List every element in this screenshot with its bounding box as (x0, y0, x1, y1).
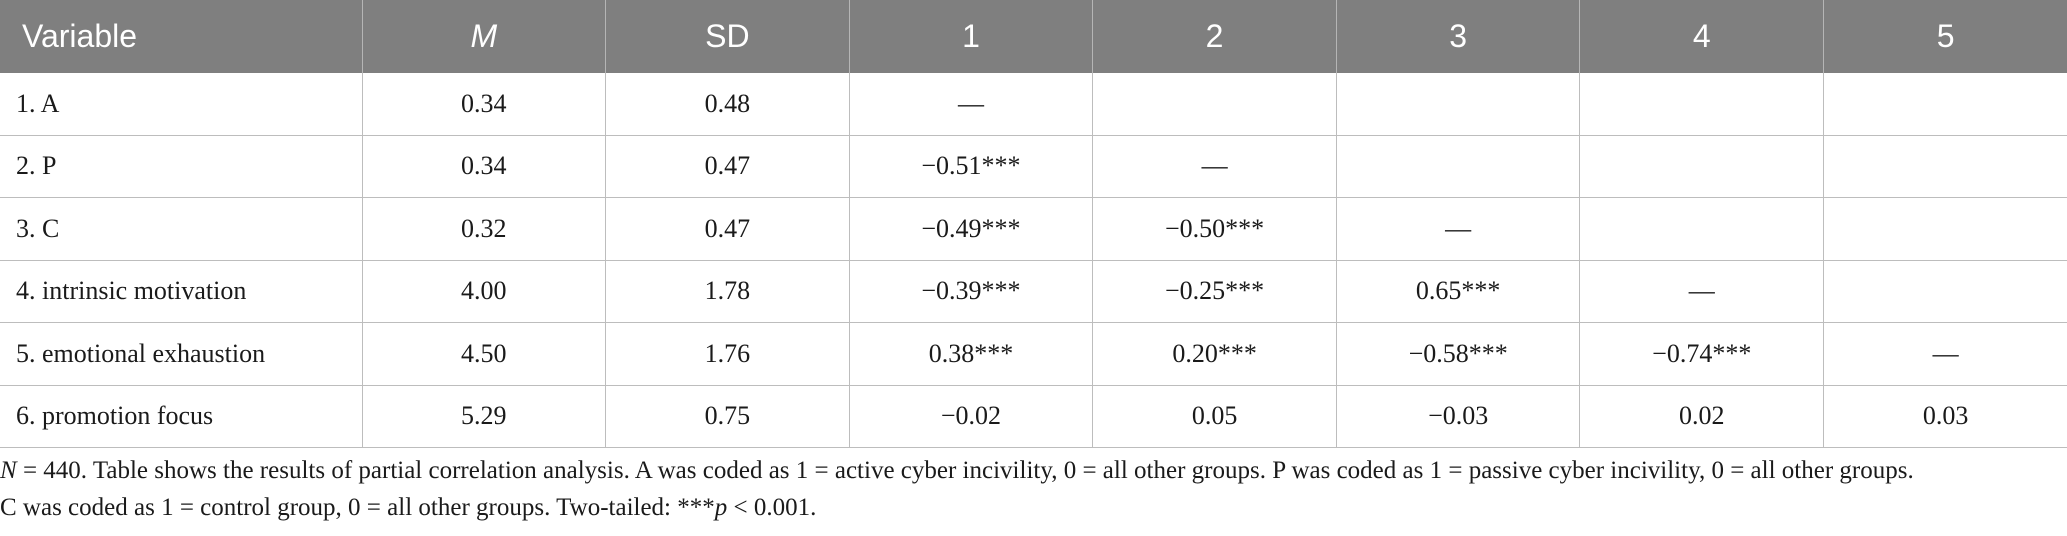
table-cell: — (849, 73, 1094, 136)
note-line-1-text: = 440. Table shows the results of partia… (16, 457, 1914, 484)
table-cell: 5.29 (362, 385, 607, 448)
table-cell: 1.76 (605, 322, 850, 386)
table-cell (1579, 197, 1825, 261)
table-header-row: Variable M SD 1 2 3 4 5 (0, 0, 2067, 73)
header-col-3: 3 (1336, 0, 1581, 73)
header-variable: Variable (0, 0, 363, 73)
table-cell: 0.20*** (1092, 322, 1337, 386)
table-cell: — (1579, 260, 1825, 323)
table-cell: 0.65*** (1336, 260, 1581, 323)
table-cell (1823, 73, 2067, 136)
correlation-table: Variable M SD 1 2 3 4 5 1. A 0.34 0.48 — (0, 0, 2067, 448)
note-n-label: N (0, 457, 17, 484)
table-cell: 0.47 (605, 197, 850, 261)
table-cell: 0.02 (1579, 385, 1825, 448)
table-cell (1823, 260, 2067, 323)
table-cell: 5. emotional exhaustion (0, 322, 363, 386)
note-line-2: C was coded as 1 = control group, 0 = al… (0, 489, 2060, 526)
table-cell (1823, 197, 2067, 261)
table-row: 4. intrinsic motivation 4.00 1.78 −0.39*… (0, 260, 2067, 323)
table-cell: 4.50 (362, 322, 607, 386)
header-col-5: 5 (1823, 0, 2067, 73)
table-cell: −0.58*** (1336, 322, 1581, 386)
table-cell (1579, 73, 1825, 136)
table-row: 2. P 0.34 0.47 −0.51*** — (0, 135, 2067, 198)
table-row: 3. C 0.32 0.47 −0.49*** −0.50*** — (0, 197, 2067, 261)
note-line-2-start: C was coded as 1 = control group, 0 = al… (0, 494, 715, 521)
table-cell (1092, 73, 1337, 136)
table-cell: 3. C (0, 197, 363, 261)
table-cell: −0.74*** (1579, 322, 1825, 386)
header-mean-label: M (470, 18, 498, 54)
header-sd: SD (605, 0, 850, 73)
table-cell: −0.02 (849, 385, 1094, 448)
table-cell (1823, 135, 2067, 198)
table-cell (1336, 135, 1581, 198)
table-cell: 0.32 (362, 197, 607, 261)
table-cell: 4. intrinsic motivation (0, 260, 363, 323)
table-cell: 0.03 (1823, 385, 2067, 448)
table-cell: — (1336, 197, 1581, 261)
table-cell: 1. A (0, 73, 363, 136)
table-cell: 2. P (0, 135, 363, 198)
table-cell: −0.25*** (1092, 260, 1337, 323)
table-cell: 0.75 (605, 385, 850, 448)
table-cell: −0.03 (1336, 385, 1581, 448)
table-cell: −0.39*** (849, 260, 1094, 323)
table-cell: 0.47 (605, 135, 850, 198)
correlation-table-container: Variable M SD 1 2 3 4 5 1. A 0.34 0.48 — (0, 0, 2067, 448)
table-cell: 1.78 (605, 260, 850, 323)
table-cell: 0.34 (362, 135, 607, 198)
table-cell: 4.00 (362, 260, 607, 323)
table-row: 1. A 0.34 0.48 — (0, 73, 2067, 136)
table-cell (1579, 135, 1825, 198)
table-cell: — (1092, 135, 1337, 198)
table-note: N = 440. Table shows the results of part… (0, 452, 2060, 526)
table-cell: −0.50*** (1092, 197, 1337, 261)
table-row: 6. promotion focus 5.29 0.75 −0.02 0.05 … (0, 385, 2067, 448)
header-mean: M (362, 0, 607, 73)
table-cell: 0.34 (362, 73, 607, 136)
header-col-4: 4 (1579, 0, 1825, 73)
table-cell: 6. promotion focus (0, 385, 363, 448)
table-cell: −0.51*** (849, 135, 1094, 198)
table-cell: 0.48 (605, 73, 850, 136)
table-cell: 0.38*** (849, 322, 1094, 386)
note-p-label: p (714, 494, 728, 521)
note-line-1: N = 440. Table shows the results of part… (0, 452, 2060, 489)
table-cell: 0.05 (1092, 385, 1337, 448)
note-line-2-end: < 0.001. (727, 494, 817, 521)
table-cell: −0.49*** (849, 197, 1094, 261)
table-row: 5. emotional exhaustion 4.50 1.76 0.38**… (0, 322, 2067, 386)
table-cell: — (1823, 322, 2067, 386)
table-cell (1336, 73, 1581, 136)
header-col-2: 2 (1092, 0, 1337, 73)
header-col-1: 1 (849, 0, 1094, 73)
